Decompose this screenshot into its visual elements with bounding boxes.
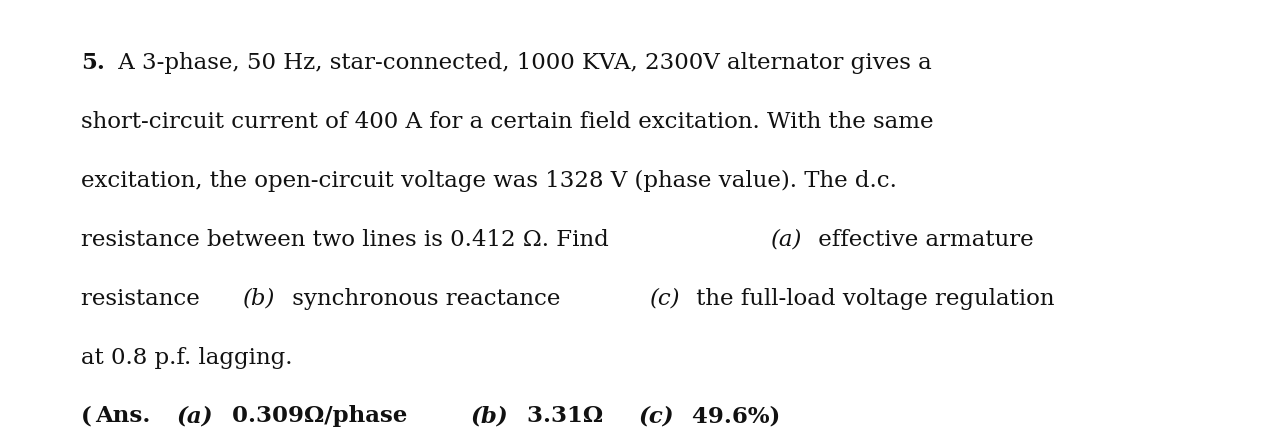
- Text: effective armature: effective armature: [812, 229, 1034, 251]
- Text: A 3-phase, 50 Hz, star-connected, 1000 KVA, 2300V alternator gives a: A 3-phase, 50 Hz, star-connected, 1000 K…: [111, 52, 932, 74]
- Text: (c): (c): [639, 405, 673, 427]
- Text: (: (: [81, 405, 91, 427]
- Text: at 0.8 p.f. lagging.: at 0.8 p.f. lagging.: [81, 347, 292, 368]
- Text: (a): (a): [771, 229, 803, 251]
- Text: 3.31Ω: 3.31Ω: [520, 405, 612, 427]
- Text: (b): (b): [471, 405, 508, 427]
- Text: short-circuit current of 400 A for a certain field excitation. With the same: short-circuit current of 400 A for a cer…: [81, 111, 933, 133]
- Text: 5.: 5.: [81, 52, 105, 74]
- Text: 0.309Ω/phase: 0.309Ω/phase: [224, 405, 415, 427]
- Text: (b): (b): [243, 288, 275, 310]
- Text: the full-load voltage regulation: the full-load voltage regulation: [689, 288, 1055, 310]
- Text: (a): (a): [177, 405, 212, 427]
- Text: resistance between two lines is 0.412 Ω. Find: resistance between two lines is 0.412 Ω.…: [81, 229, 616, 251]
- Text: (c): (c): [650, 288, 680, 310]
- Text: resistance: resistance: [81, 288, 206, 310]
- Text: excitation, the open-circuit voltage was 1328 V (phase value). The d.c.: excitation, the open-circuit voltage was…: [81, 170, 896, 192]
- Text: Ans.: Ans.: [95, 405, 150, 427]
- Text: synchronous reactance: synchronous reactance: [285, 288, 567, 310]
- Text: 49.6%): 49.6%): [685, 405, 781, 427]
